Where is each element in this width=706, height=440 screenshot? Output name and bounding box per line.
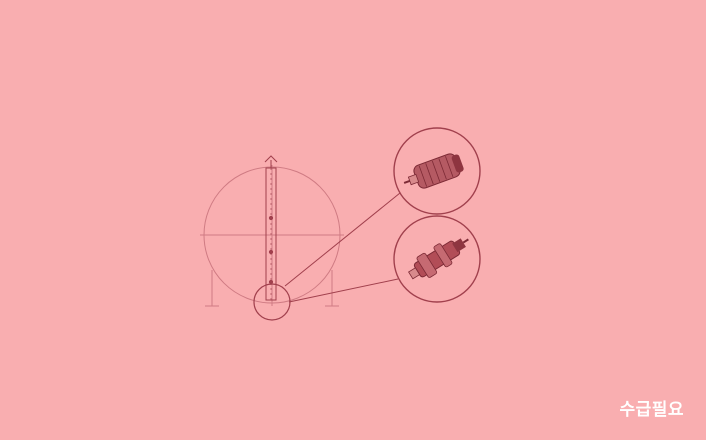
pump-assembly-icon [393,215,481,303]
leader-lines [284,192,401,303]
cylindrical-motor-icon [393,127,481,215]
pump-column [264,155,278,301]
status-badge-label: 수급필요 [619,400,684,420]
